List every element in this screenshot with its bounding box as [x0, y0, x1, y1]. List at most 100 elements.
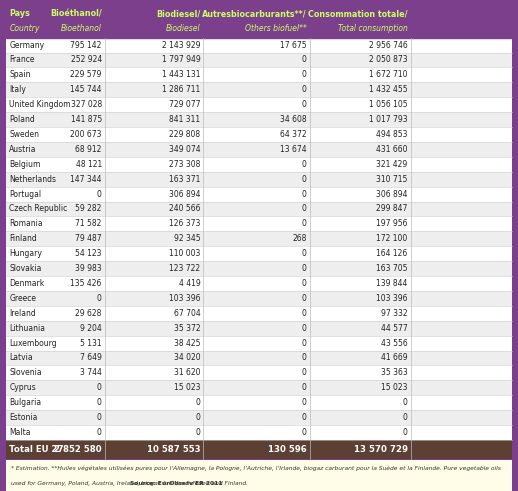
Text: Lithuania: Lithuania	[9, 324, 45, 333]
Text: 0: 0	[301, 279, 307, 288]
Text: 35 372: 35 372	[174, 324, 200, 333]
Text: 54 123: 54 123	[75, 249, 102, 258]
Text: 306 894: 306 894	[376, 190, 408, 198]
Bar	[6, 217, 512, 231]
Text: Ireland: Ireland	[9, 309, 36, 318]
Text: Biodiesel: Biodiesel	[166, 24, 200, 32]
Text: Italy: Italy	[9, 85, 26, 94]
Bar	[6, 3, 512, 38]
Text: Denmark: Denmark	[9, 279, 45, 288]
Text: 0: 0	[403, 413, 408, 422]
Text: 39 983: 39 983	[75, 264, 102, 273]
Text: 0: 0	[301, 175, 307, 184]
Text: 0: 0	[301, 85, 307, 94]
Bar	[6, 336, 512, 351]
Text: 41 669: 41 669	[381, 354, 408, 362]
Text: United Kingdom: United Kingdom	[9, 100, 71, 109]
Text: 34 020: 34 020	[174, 354, 200, 362]
Text: Latvia: Latvia	[9, 354, 33, 362]
Bar	[6, 112, 512, 127]
Text: 0: 0	[301, 339, 307, 348]
Text: 68 912: 68 912	[76, 145, 102, 154]
Bar	[6, 97, 512, 112]
Text: 349 074: 349 074	[169, 145, 200, 154]
Text: 2 143 929: 2 143 929	[162, 41, 200, 50]
Text: Hungary: Hungary	[9, 249, 42, 258]
Text: 299 847: 299 847	[376, 204, 408, 214]
Bar	[6, 381, 512, 395]
Text: 59 282: 59 282	[76, 204, 102, 214]
Text: 103 396: 103 396	[169, 294, 200, 303]
Text: Autresbiocarburants**/: Autresbiocarburants**/	[202, 9, 307, 18]
Text: Poland: Poland	[9, 115, 35, 124]
Bar	[6, 261, 512, 276]
Text: Bioéthanol/: Bioéthanol/	[50, 9, 102, 18]
Text: 163 705: 163 705	[376, 264, 408, 273]
Text: Total consumption: Total consumption	[338, 24, 408, 32]
Text: 135 426: 135 426	[70, 279, 102, 288]
Text: 494 853: 494 853	[376, 130, 408, 139]
Text: 0: 0	[301, 398, 307, 407]
Bar	[6, 201, 512, 217]
Text: * Estimation. **Huiles végétales utilisées pures pour l’Allemagne, la Pologne, l: * Estimation. **Huiles végétales utilisé…	[11, 466, 501, 471]
Text: Netherlands: Netherlands	[9, 175, 56, 184]
Text: 0: 0	[195, 398, 200, 407]
Text: 1 797 949: 1 797 949	[162, 55, 200, 64]
Text: 0: 0	[97, 413, 102, 422]
Text: 0: 0	[301, 354, 307, 362]
Text: 139 844: 139 844	[376, 279, 408, 288]
Text: 31 620: 31 620	[174, 368, 200, 378]
Text: 2 852 580: 2 852 580	[54, 445, 102, 454]
Text: 229 808: 229 808	[169, 130, 200, 139]
Text: 141 875: 141 875	[70, 115, 102, 124]
Text: 92 345: 92 345	[174, 234, 200, 243]
Text: 327 028: 327 028	[70, 100, 102, 109]
Text: Bioethanol: Bioethanol	[61, 24, 102, 32]
Text: 0: 0	[97, 428, 102, 437]
Text: 306 894: 306 894	[169, 190, 200, 198]
Text: 0: 0	[301, 324, 307, 333]
Text: 1 672 710: 1 672 710	[369, 70, 408, 80]
Text: 97 332: 97 332	[381, 309, 408, 318]
Bar	[6, 127, 512, 142]
Text: 10 587 553: 10 587 553	[147, 445, 200, 454]
Bar	[6, 38, 512, 53]
Text: 163 371: 163 371	[169, 175, 200, 184]
Text: Germany: Germany	[9, 41, 45, 50]
Text: Slovenia: Slovenia	[9, 368, 42, 378]
Text: 4 419: 4 419	[179, 279, 200, 288]
Text: 0: 0	[195, 428, 200, 437]
Bar	[6, 142, 512, 157]
Text: 34 608: 34 608	[280, 115, 307, 124]
Text: Source: EurObserv’ER 2011: Source: EurObserv’ER 2011	[130, 481, 223, 486]
Text: 321 429: 321 429	[377, 160, 408, 169]
Text: 0: 0	[301, 383, 307, 392]
Text: 110 003: 110 003	[169, 249, 200, 258]
Text: 64 372: 64 372	[280, 130, 307, 139]
Text: 29 628: 29 628	[76, 309, 102, 318]
Text: 0: 0	[97, 190, 102, 198]
Text: 13 674: 13 674	[280, 145, 307, 154]
Text: Bulgaria: Bulgaria	[9, 398, 41, 407]
Text: 1 443 131: 1 443 131	[162, 70, 200, 80]
Bar	[6, 187, 512, 201]
Text: 0: 0	[97, 398, 102, 407]
Text: Romania: Romania	[9, 219, 43, 228]
Text: 0: 0	[301, 70, 307, 80]
Text: 0: 0	[301, 413, 307, 422]
Text: 15 023: 15 023	[174, 383, 200, 392]
Text: 103 396: 103 396	[376, 294, 408, 303]
Bar	[6, 82, 512, 97]
Text: 197 956: 197 956	[376, 219, 408, 228]
Text: Others biofuel**: Others biofuel**	[244, 24, 307, 32]
Text: 2 050 873: 2 050 873	[369, 55, 408, 64]
Text: Czech Republic: Czech Republic	[9, 204, 67, 214]
Text: 841 311: 841 311	[169, 115, 200, 124]
Text: 67 704: 67 704	[174, 309, 200, 318]
Text: Biodiesel/: Biodiesel/	[156, 9, 200, 18]
Text: 35 363: 35 363	[381, 368, 408, 378]
Text: Estonia: Estonia	[9, 413, 38, 422]
Bar	[6, 425, 512, 440]
Text: Pays: Pays	[9, 9, 30, 18]
Bar	[6, 440, 512, 459]
